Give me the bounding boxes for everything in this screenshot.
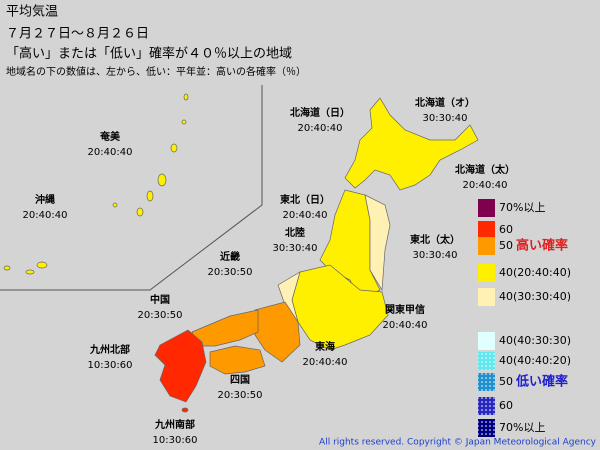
- legend-low-label: 低い確率: [515, 374, 568, 390]
- legend-swatch: [478, 288, 495, 306]
- region-name: 近畿: [220, 250, 240, 263]
- region-name: 中国: [150, 293, 170, 306]
- legend-pattern: [478, 373, 495, 391]
- legend-swatch: [478, 199, 495, 217]
- legend-label: 40(20:40:40): [499, 266, 571, 279]
- region-probability: 20:30:50: [218, 390, 263, 401]
- region-probability: 30:30:40: [273, 243, 318, 254]
- legend-swatch: [478, 332, 495, 350]
- legend-pattern: [478, 352, 495, 370]
- legend-label: 60: [499, 399, 513, 412]
- legend-swatch: [478, 221, 495, 239]
- region-probability: 20:40:40: [88, 147, 133, 158]
- region-probability: 30:30:40: [413, 250, 458, 261]
- legend-label: 70%以上: [499, 421, 545, 434]
- legend-label: 70%以上: [499, 201, 545, 214]
- region-probability: 20:40:40: [383, 320, 428, 331]
- region-probability: 30:30:40: [423, 113, 468, 124]
- region-probability: 10:30:60: [88, 360, 133, 371]
- legend-label: 50: [499, 239, 513, 252]
- region-name: 北海道（日）: [290, 106, 350, 119]
- legend-label: 40(40:30:30): [499, 334, 571, 347]
- region-name: 北海道（太）: [455, 163, 515, 176]
- legend-pattern: [478, 419, 495, 437]
- legend-label: 50: [499, 375, 513, 388]
- subtitle: 「高い」または「低い」確率が４０％以上の地域: [6, 46, 292, 62]
- region-probability: 20:40:40: [23, 210, 68, 221]
- region-name: 九州北部: [89, 343, 130, 356]
- note: 地域名の下の数値は、左から、低い：平年並：高いの各確率（％）: [6, 65, 306, 78]
- legend-swatch: [478, 237, 495, 255]
- region-name: 北海道（オ）: [415, 96, 475, 109]
- region-probability: 20:40:40: [298, 123, 343, 134]
- copyright: All rights reserved. Copyright © Japan M…: [319, 438, 597, 448]
- legend-pattern: [478, 397, 495, 415]
- japan-map: [154, 97, 479, 413]
- region-labels: 奄美 20:40:40 沖縄 20:40:40 北海道（日） 20:40:40 北海道（オ）…: [23, 96, 515, 446]
- legend-label: 40(30:30:40): [499, 290, 571, 303]
- legend-high-label: 高い確率: [516, 238, 568, 254]
- region-probability: 20:40:40: [303, 357, 348, 368]
- region-name: 東北（日）: [280, 193, 330, 206]
- region-name: 奄美: [99, 130, 121, 143]
- legend-label: 60: [499, 223, 513, 236]
- region-probability: 20:30:50: [138, 310, 183, 321]
- region-name: 北陸: [285, 226, 305, 239]
- map-title: 平均気温: [6, 4, 58, 20]
- legend-swatch: [478, 264, 495, 282]
- period: ７月２７日～８月２６日: [6, 27, 149, 42]
- region-name: 関東甲信: [385, 303, 425, 316]
- region-name: 東北（太）: [410, 233, 460, 246]
- region-probability: 20:40:40: [463, 180, 508, 191]
- legend-label: 40(40:40:20): [499, 354, 571, 367]
- region-name: 東海: [315, 340, 335, 353]
- region-probability: 20:40:40: [283, 210, 328, 221]
- region-name: 九州南部: [154, 418, 195, 431]
- legend: 70%以上 60 50 40(20:40:40) 40(30:30:40) 40(40:3…: [478, 199, 571, 437]
- islands: [3, 93, 189, 275]
- inset-border: [0, 85, 263, 291]
- region-probability: 10:30:60: [153, 435, 198, 446]
- region-probability: 20:30:50: [208, 267, 253, 278]
- region-name: 沖縄: [35, 193, 55, 206]
- region-name: 四国: [230, 374, 250, 386]
